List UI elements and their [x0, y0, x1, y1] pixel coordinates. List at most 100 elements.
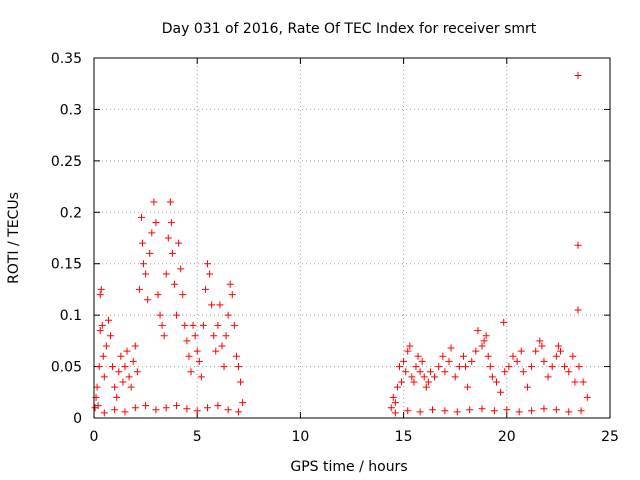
data-point-marker: [574, 306, 582, 314]
data-point-marker: [148, 229, 156, 237]
data-point-marker: [464, 383, 472, 391]
data-point-marker: [569, 352, 577, 360]
data-point-marker: [459, 352, 467, 360]
data-point-marker: [404, 407, 412, 415]
data-point-marker: [94, 402, 102, 410]
data-point-marker: [181, 321, 189, 329]
data-point-marker: [497, 388, 505, 396]
data-point-marker: [121, 408, 129, 416]
data-point-marker: [95, 363, 103, 371]
y-tick-label: 0.25: [51, 154, 82, 170]
data-point-marker: [575, 363, 583, 371]
data-point-marker: [97, 285, 105, 293]
data-point-marker: [224, 311, 232, 319]
data-point-marker: [183, 405, 191, 413]
data-point-marker: [406, 342, 414, 350]
data-point-marker: [501, 368, 509, 376]
data-point-marker: [488, 373, 496, 381]
y-tick-label: 0: [73, 411, 82, 427]
grid-lines: [94, 58, 610, 418]
data-point-marker: [391, 399, 399, 407]
data-point-marker: [133, 368, 141, 376]
data-point-marker: [561, 363, 569, 371]
data-point-marker: [552, 406, 560, 414]
data-point-marker: [177, 265, 185, 273]
data-point-marker: [445, 357, 453, 365]
data-point-marker: [195, 357, 203, 365]
x-axis-label: GPS time / hours: [290, 459, 407, 475]
data-point-marker: [523, 383, 531, 391]
data-point-marker: [137, 213, 145, 221]
data-point-marker: [175, 239, 183, 247]
data-point-marker: [197, 373, 205, 381]
data-point-marker: [107, 332, 115, 340]
data-point-marker: [113, 393, 121, 401]
data-point-marker: [96, 327, 104, 335]
data-point-marker: [466, 406, 474, 414]
data-point-marker: [228, 291, 236, 299]
data-point-marker: [214, 321, 222, 329]
data-point-marker: [104, 316, 112, 324]
data-point-marker: [414, 352, 422, 360]
data-point-marker: [532, 347, 540, 355]
data-point-marker: [439, 352, 447, 360]
data-point-marker: [139, 239, 147, 247]
data-point-marker: [420, 373, 428, 381]
data-point-marker: [96, 291, 104, 299]
y-tick-label: 0.3: [60, 102, 82, 118]
data-point-marker: [513, 357, 521, 365]
data-point-marker: [152, 406, 160, 414]
x-tick-label: 20: [498, 429, 516, 445]
data-point-marker: [144, 296, 152, 304]
data-point-marker: [111, 406, 119, 414]
data-point-marker: [500, 318, 508, 326]
data-point-marker: [431, 373, 439, 381]
x-tick-label: 5: [193, 429, 202, 445]
data-point-marker: [224, 406, 232, 414]
data-point-marker: [515, 408, 523, 416]
data-point-marker: [517, 347, 525, 355]
data-point-marker: [206, 270, 214, 278]
data-point-marker: [424, 378, 432, 386]
data-point-marker: [472, 347, 480, 355]
data-point-marker: [451, 373, 459, 381]
data-point-marker: [552, 352, 560, 360]
data-point-marker: [509, 352, 517, 360]
data-point-marker: [222, 332, 230, 340]
data-point-marker: [462, 363, 470, 371]
data-point-marker: [111, 383, 119, 391]
data-point-marker: [204, 260, 212, 268]
data-point-marker: [503, 406, 511, 414]
data-point-marker: [239, 399, 247, 407]
data-point-marker: [480, 337, 488, 345]
data-point-marker: [234, 363, 242, 371]
y-tick-label: 0.2: [60, 205, 82, 221]
data-point-marker: [478, 342, 486, 350]
data-point-marker: [540, 357, 548, 365]
data-point-marker: [400, 357, 408, 365]
data-point-marker: [129, 357, 137, 365]
plot-frame: [93, 57, 611, 419]
data-point-marker: [528, 407, 536, 415]
data-point-marker: [208, 301, 216, 309]
data-point-marker: [574, 71, 582, 79]
data-point-marker: [468, 357, 476, 365]
data-point-marker: [164, 234, 172, 242]
data-point-marker: [193, 347, 201, 355]
data-point-marker: [395, 363, 403, 371]
data-point-marker: [226, 280, 234, 288]
data-point-marker: [109, 363, 117, 371]
data-point-marker: [574, 241, 582, 249]
data-point-marker: [210, 332, 218, 340]
x-tick-label: 0: [90, 429, 99, 445]
data-point-marker: [150, 198, 158, 206]
data-point-marker: [168, 249, 176, 257]
data-point-marker: [187, 368, 195, 376]
data-point-marker: [482, 332, 490, 340]
data-point-marker: [441, 407, 449, 415]
data-points: [91, 71, 591, 417]
data-point-marker: [579, 378, 587, 386]
data-point-marker: [115, 368, 123, 376]
data-point-marker: [435, 363, 443, 371]
